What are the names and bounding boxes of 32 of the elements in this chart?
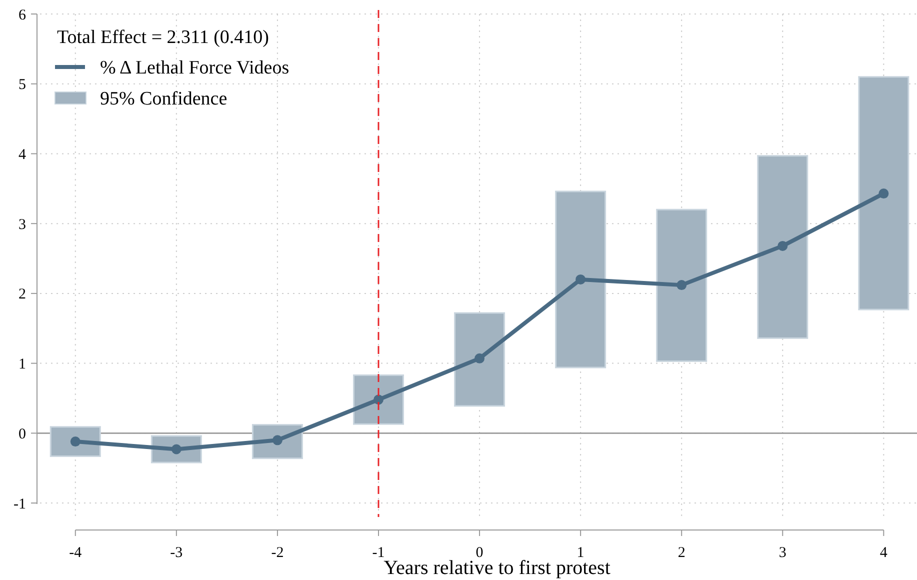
point: [373, 394, 384, 405]
point: [676, 280, 687, 290]
legend-label: 95% Confidence: [100, 88, 228, 110]
y-tick-label: 5: [18, 77, 26, 94]
bar: [858, 76, 910, 310]
y-tick-label: 0: [18, 426, 26, 442]
y-tick-label: 6: [18, 7, 26, 24]
point: [272, 435, 282, 446]
point: [70, 436, 80, 447]
bar: [656, 208, 708, 362]
annotation: Total Effect = 2.311 (0.410): [57, 27, 269, 48]
x-tick-label: 4: [880, 545, 888, 561]
point: [171, 444, 182, 454]
bar: [454, 312, 506, 407]
point: [474, 353, 485, 364]
y-tick-label: 2: [18, 286, 26, 303]
x-tick-label: -1: [372, 545, 385, 561]
x-tick-label: 2: [678, 545, 686, 561]
x-tick-label: 3: [778, 545, 786, 561]
y-tick-label: 4: [18, 146, 26, 163]
bar: [757, 155, 808, 339]
legend-label: % Δ Lethal Force Videos: [100, 58, 290, 79]
point: [576, 274, 586, 284]
x-tick-label: -2: [271, 545, 284, 561]
point: [778, 240, 788, 251]
y-tick-label: 3: [18, 216, 26, 233]
point: [878, 188, 889, 199]
bar: [555, 190, 606, 368]
x-tick-label: -3: [170, 545, 183, 561]
y-tick-label: 1: [18, 356, 26, 373]
x-tick-label: -4: [69, 545, 82, 561]
y-tick-label: -1: [14, 496, 26, 512]
